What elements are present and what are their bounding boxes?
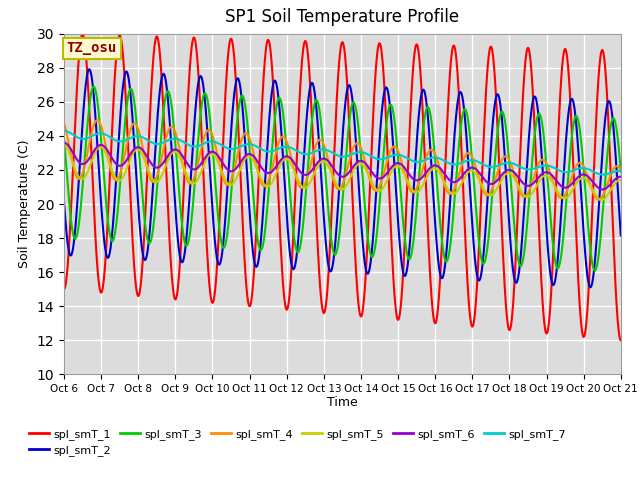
spl_smT_5 — [598, 197, 605, 203]
spl_smT_3 — [124, 96, 132, 102]
spl_smT_5 — [157, 175, 164, 181]
spl_smT_4 — [60, 120, 68, 126]
spl_smT_6 — [598, 187, 606, 192]
spl_smT_5 — [606, 188, 614, 194]
Line: spl_smT_6: spl_smT_6 — [64, 143, 621, 190]
spl_smT_2 — [157, 81, 164, 86]
X-axis label: Time: Time — [327, 396, 358, 408]
spl_smT_3 — [606, 126, 614, 132]
Line: spl_smT_5: spl_smT_5 — [64, 144, 621, 200]
spl_smT_5 — [546, 175, 554, 181]
spl_smT_7 — [606, 170, 614, 176]
spl_smT_7 — [274, 146, 282, 152]
spl_smT_6 — [157, 163, 164, 169]
spl_smT_6 — [124, 156, 131, 162]
spl_smT_2 — [298, 187, 306, 192]
spl_smT_2 — [60, 198, 68, 204]
spl_smT_5 — [298, 183, 305, 189]
Text: TZ_osu: TZ_osu — [67, 41, 117, 55]
spl_smT_5 — [124, 164, 131, 169]
spl_smT_2 — [274, 89, 282, 95]
spl_smT_5 — [274, 168, 282, 173]
spl_smT_1 — [298, 60, 306, 66]
spl_smT_2 — [546, 269, 554, 275]
Line: spl_smT_2: spl_smT_2 — [64, 69, 621, 288]
spl_smT_6 — [274, 162, 282, 168]
Title: SP1 Soil Temperature Profile: SP1 Soil Temperature Profile — [225, 9, 460, 26]
Legend: spl_smT_1, spl_smT_2, spl_smT_3, spl_smT_4, spl_smT_5, spl_smT_6, spl_smT_7: spl_smT_1, spl_smT_2, spl_smT_3, spl_smT… — [25, 424, 570, 460]
spl_smT_7 — [298, 150, 305, 156]
Y-axis label: Soil Temperature (C): Soil Temperature (C) — [18, 140, 31, 268]
spl_smT_3 — [274, 98, 282, 104]
spl_smT_7 — [617, 168, 625, 174]
spl_smT_1 — [124, 134, 132, 140]
spl_smT_6 — [606, 182, 614, 188]
Line: spl_smT_4: spl_smT_4 — [64, 120, 621, 200]
spl_smT_7 — [60, 128, 68, 133]
spl_smT_1 — [60, 286, 68, 292]
spl_smT_5 — [60, 142, 68, 147]
spl_smT_4 — [546, 170, 554, 176]
spl_smT_7 — [124, 136, 131, 142]
spl_smT_6 — [298, 170, 305, 176]
spl_smT_1 — [157, 61, 164, 67]
spl_smT_3 — [546, 209, 554, 215]
spl_smT_4 — [93, 117, 101, 123]
spl_smT_3 — [591, 268, 598, 274]
spl_smT_2 — [606, 100, 614, 106]
spl_smT_5 — [617, 177, 625, 183]
spl_smT_2 — [617, 232, 625, 238]
spl_smT_7 — [599, 172, 607, 178]
spl_smT_7 — [157, 141, 164, 146]
spl_smT_4 — [606, 173, 614, 179]
spl_smT_3 — [298, 233, 306, 239]
spl_smT_6 — [60, 140, 68, 145]
spl_smT_7 — [546, 163, 554, 169]
spl_smT_3 — [60, 135, 68, 141]
spl_smT_4 — [157, 159, 164, 165]
spl_smT_4 — [298, 185, 306, 191]
spl_smT_1 — [617, 337, 625, 343]
spl_smT_2 — [586, 285, 594, 290]
spl_smT_4 — [595, 197, 602, 203]
spl_smT_3 — [157, 138, 164, 144]
spl_smT_3 — [90, 84, 97, 89]
Line: spl_smT_7: spl_smT_7 — [64, 131, 621, 175]
Line: spl_smT_3: spl_smT_3 — [64, 86, 621, 271]
spl_smT_1 — [79, 31, 86, 37]
spl_smT_4 — [617, 167, 625, 173]
Line: spl_smT_1: spl_smT_1 — [64, 34, 621, 340]
spl_smT_2 — [124, 71, 132, 77]
spl_smT_1 — [546, 307, 554, 312]
spl_smT_6 — [546, 170, 554, 176]
spl_smT_1 — [274, 178, 282, 183]
spl_smT_1 — [606, 156, 614, 162]
spl_smT_4 — [274, 143, 282, 148]
spl_smT_3 — [617, 169, 625, 175]
spl_smT_6 — [617, 174, 625, 180]
spl_smT_2 — [85, 66, 93, 72]
spl_smT_4 — [124, 137, 132, 143]
